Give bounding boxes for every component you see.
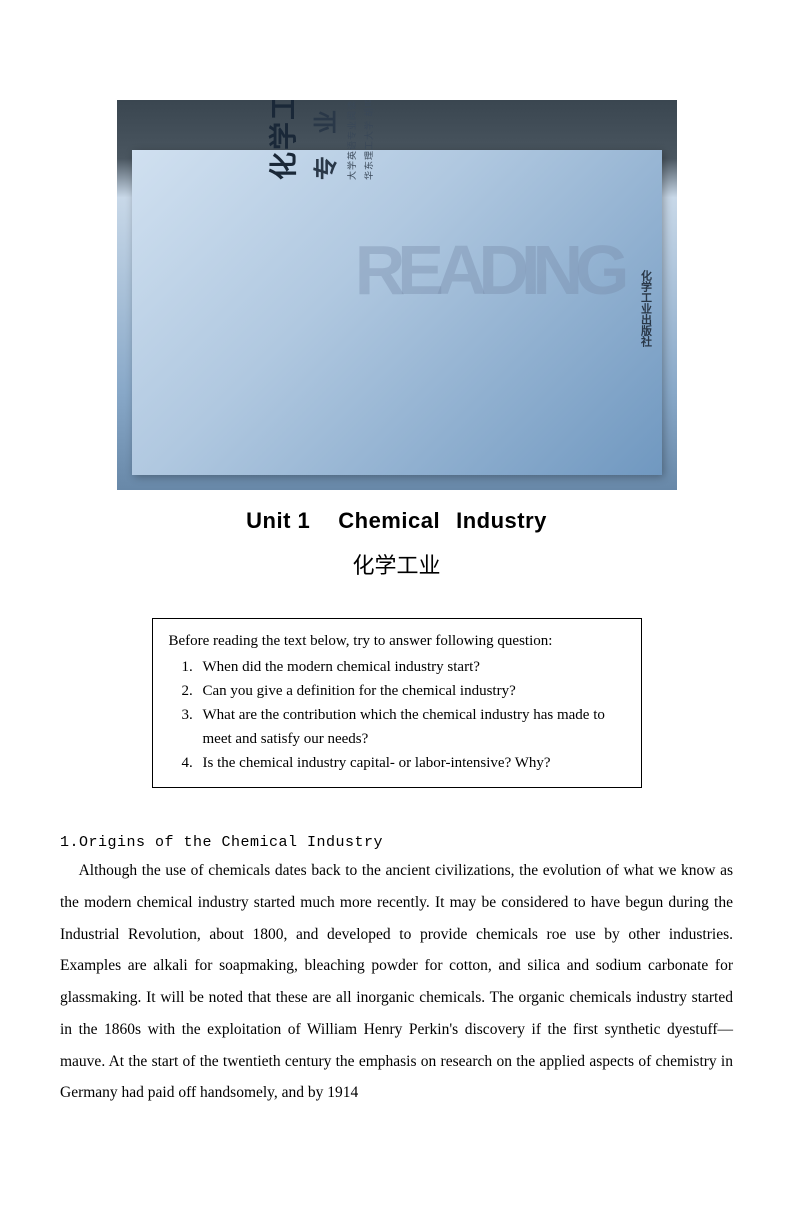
question-item: When did the modern chemical industry st… xyxy=(197,655,625,679)
unit-title-en: Chemical xyxy=(338,508,440,533)
unit-subtitle-cn: 化学工业 xyxy=(0,548,793,580)
book-decorative-letters: READING xyxy=(355,230,622,310)
book-title-cn: 化学工程与工艺 xyxy=(262,100,302,180)
book-meta-line2: 华东理工大学 胡鸣 刘霞 编 xyxy=(362,100,375,180)
book-cover-surface: 化学工程与工艺 专 业 英 语 大学英语专业阅读教材编委会策划 编写 华东理工大… xyxy=(132,150,662,475)
book-spine-text: 化学工业出版社 xyxy=(638,270,654,347)
book-title-block: 化学工程与工艺 专 业 英 语 大学英语专业阅读教材编委会策划 编写 华东理工大… xyxy=(262,100,375,180)
section-heading: 1.Origins of the Chemical Industry xyxy=(60,834,793,851)
question-box: Before reading the text below, try to an… xyxy=(152,618,642,788)
unit-title: Unit 1 Chemical Industry xyxy=(0,508,793,534)
question-item: What are the contribution which the chem… xyxy=(197,703,625,751)
question-list: When did the modern chemical industry st… xyxy=(169,655,625,775)
body-paragraph: Although the use of chemicals dates back… xyxy=(60,855,733,1109)
unit-title-en2: Industry xyxy=(456,508,547,533)
unit-label: Unit 1 xyxy=(246,508,310,533)
book-subtitle-cn: 专 业 英 语 xyxy=(306,100,341,180)
question-item: Is the chemical industry capital- or lab… xyxy=(197,751,625,775)
question-intro: Before reading the text below, try to an… xyxy=(169,629,625,653)
book-meta-line1: 大学英语专业阅读教材编委会策划 编写 xyxy=(345,100,358,180)
book-cover-photo: 化学工程与工艺 专 业 英 语 大学英语专业阅读教材编委会策划 编写 华东理工大… xyxy=(117,100,677,490)
question-item: Can you give a definition for the chemic… xyxy=(197,679,625,703)
